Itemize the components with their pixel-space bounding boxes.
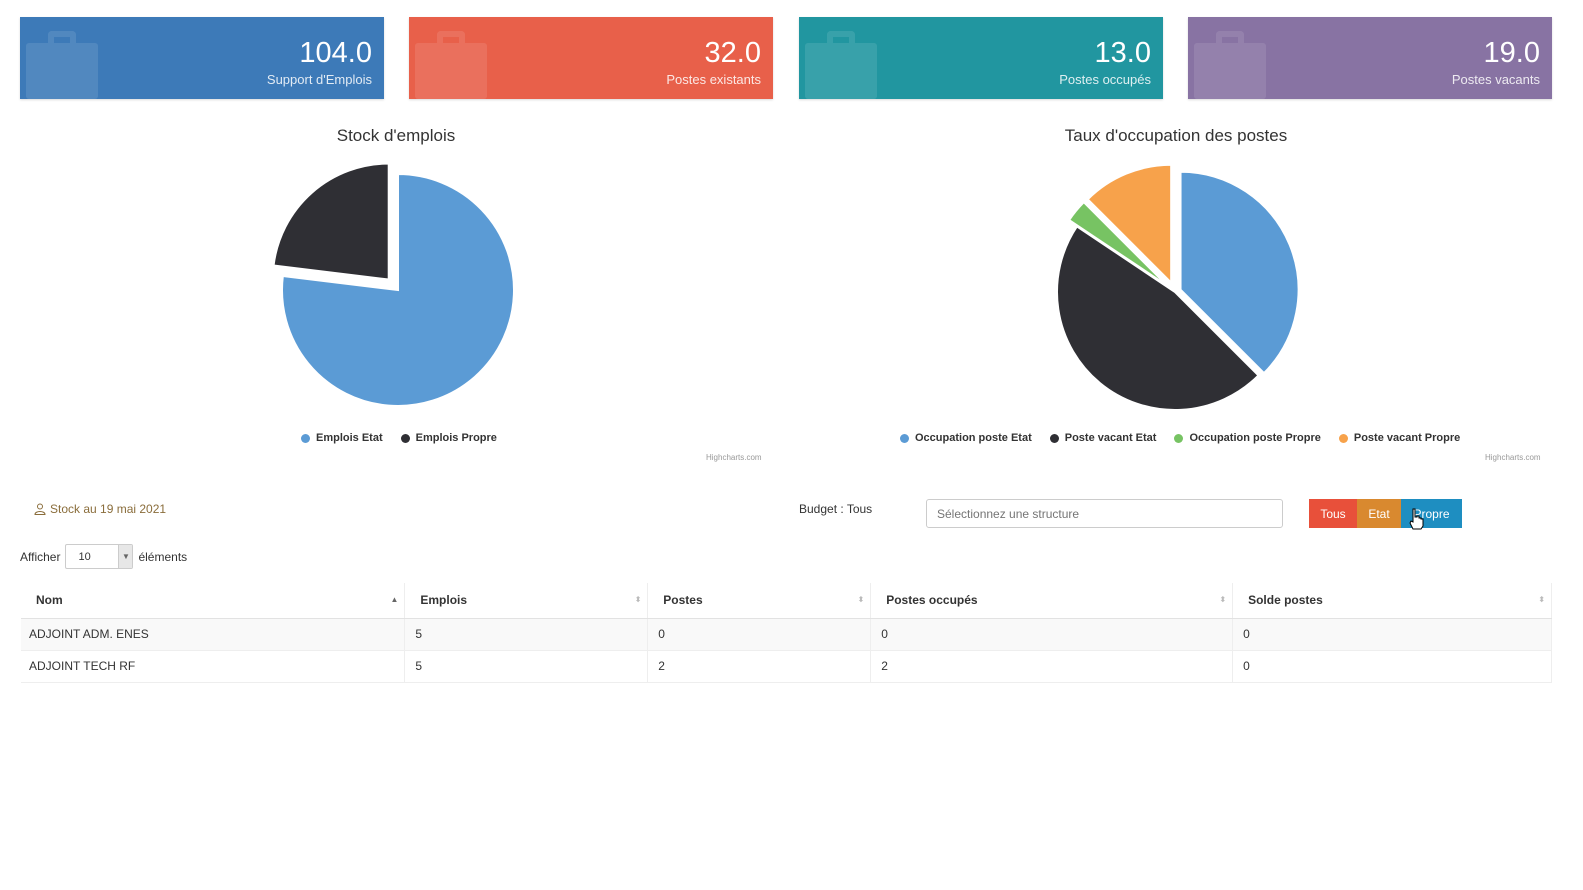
kpi-value: 104.0 (299, 39, 372, 68)
sort-icon: ⬍ (1219, 595, 1226, 604)
chart-title-taux-occupation: Taux d'occupation des postes (1026, 126, 1326, 146)
legend-item[interactable]: Emplois Etat (301, 432, 383, 444)
legend-dot-icon (1050, 434, 1059, 443)
sort-icon: ⬍ (635, 595, 642, 604)
legend-item[interactable]: Poste vacant Etat (1050, 432, 1157, 444)
cell-postes-occupes: 2 (871, 650, 1233, 682)
kpi-card-postes-occupes: 13.0 Postes occupés (799, 17, 1163, 99)
cell-postes: 2 (648, 650, 871, 682)
legend-dot-icon (401, 434, 410, 443)
kpi-value: 13.0 (1095, 39, 1151, 68)
table-length-control: Afficher 10 ▼ éléments (20, 544, 187, 569)
length-prefix: Afficher (20, 550, 60, 564)
legend-label: Emplois Propre (416, 432, 497, 444)
briefcase-icon (805, 31, 877, 99)
chart-legend: Occupation poste Etat Poste vacant Etat Oc… (900, 432, 1460, 444)
cell-emplois: 5 (405, 618, 648, 650)
column-header-postes-occupes[interactable]: Postes occupés ⬍ (871, 583, 1233, 618)
legend-item[interactable]: Emplois Propre (401, 432, 497, 444)
user-icon (34, 503, 46, 515)
sort-icon: ⬍ (1538, 595, 1545, 604)
kpi-card-postes-vacants: 19.0 Postes vacants (1188, 17, 1552, 99)
kpi-label: Postes occupés (1059, 72, 1151, 87)
kpi-label: Postes existants (666, 72, 761, 87)
sort-asc-icon: ▲ (390, 595, 398, 604)
legend-dot-icon (301, 434, 310, 443)
cell-postes: 0 (648, 618, 871, 650)
kpi-row: 104.0 Support d'Emplois 32.0 Postes exis… (20, 17, 1552, 99)
kpi-card-support-emplois: 104.0 Support d'Emplois (20, 17, 384, 99)
chart-legend: Emplois Etat Emplois Propre (301, 432, 497, 444)
column-header-solde-postes[interactable]: Solde postes ⬍ (1233, 583, 1552, 618)
structure-select[interactable] (926, 499, 1283, 528)
filter-tous-button[interactable]: Tous (1309, 499, 1357, 528)
column-label: Solde postes (1248, 593, 1323, 607)
kpi-value: 32.0 (705, 39, 761, 68)
page-length-value: 10 (78, 551, 90, 563)
legend-item[interactable]: Occupation poste Propre (1174, 432, 1320, 444)
filter-etat-button[interactable]: Etat (1357, 499, 1401, 528)
hand-cursor-icon (1408, 508, 1424, 530)
legend-label: Emplois Etat (316, 432, 383, 444)
column-header-nom[interactable]: Nom ▲ (21, 583, 405, 618)
column-header-emplois[interactable]: Emplois ⬍ (405, 583, 648, 618)
kpi-label: Support d'Emplois (267, 72, 372, 87)
cell-nom: ADJOINT TECH RF (21, 650, 405, 682)
pie-chart-taux-occupation (1035, 150, 1315, 425)
column-label: Emplois (420, 593, 467, 607)
table-row: ADJOINT ADM. ENES 5 0 0 0 (21, 618, 1552, 650)
legend-label: Occupation poste Etat (915, 432, 1032, 444)
briefcase-icon (1194, 31, 1266, 99)
page-length-select[interactable]: 10 ▼ (65, 544, 133, 569)
legend-item[interactable]: Occupation poste Etat (900, 432, 1032, 444)
kpi-label: Postes vacants (1452, 72, 1540, 87)
column-header-postes[interactable]: Postes ⬍ (648, 583, 871, 618)
legend-dot-icon (1339, 434, 1348, 443)
chart-title-stock-emplois: Stock d'emplois (296, 126, 496, 146)
budget-button-group: Tous Etat Propre (1309, 499, 1462, 528)
column-label: Postes occupés (886, 593, 977, 607)
column-label: Nom (36, 593, 63, 607)
legend-label: Poste vacant Propre (1354, 432, 1460, 444)
chart-credits[interactable]: Highcharts.com (706, 453, 762, 462)
pie-chart-stock-emplois (260, 150, 540, 425)
length-suffix: éléments (138, 550, 187, 564)
stock-date-text: Stock au 19 mai 2021 (50, 502, 166, 516)
cell-nom: ADJOINT ADM. ENES (21, 618, 405, 650)
legend-label: Poste vacant Etat (1065, 432, 1157, 444)
legend-dot-icon (900, 434, 909, 443)
table-header-row: Nom ▲ Emplois ⬍ Postes ⬍ Postes occupés ⬍ So… (21, 583, 1552, 618)
kpi-value: 19.0 (1484, 39, 1540, 68)
chart-credits[interactable]: Highcharts.com (1485, 453, 1541, 462)
pie-slice-emplois-propre[interactable] (274, 164, 389, 280)
legend-dot-icon (1174, 434, 1183, 443)
stock-date: Stock au 19 mai 2021 (34, 502, 166, 516)
budget-label: Budget : Tous (799, 502, 872, 516)
chevron-down-icon: ▼ (118, 545, 132, 568)
cell-solde-postes: 0 (1233, 618, 1552, 650)
briefcase-icon (26, 31, 98, 99)
emplois-table: Nom ▲ Emplois ⬍ Postes ⬍ Postes occupés ⬍ So… (21, 583, 1552, 683)
kpi-card-postes-existants: 32.0 Postes existants (409, 17, 773, 99)
briefcase-icon (415, 31, 487, 99)
sort-icon: ⬍ (858, 595, 865, 604)
table-row: ADJOINT TECH RF 5 2 2 0 (21, 650, 1552, 682)
cell-postes-occupes: 0 (871, 618, 1233, 650)
cell-solde-postes: 0 (1233, 650, 1552, 682)
legend-label: Occupation poste Propre (1189, 432, 1320, 444)
cell-emplois: 5 (405, 650, 648, 682)
column-label: Postes (663, 593, 702, 607)
legend-item[interactable]: Poste vacant Propre (1339, 432, 1460, 444)
